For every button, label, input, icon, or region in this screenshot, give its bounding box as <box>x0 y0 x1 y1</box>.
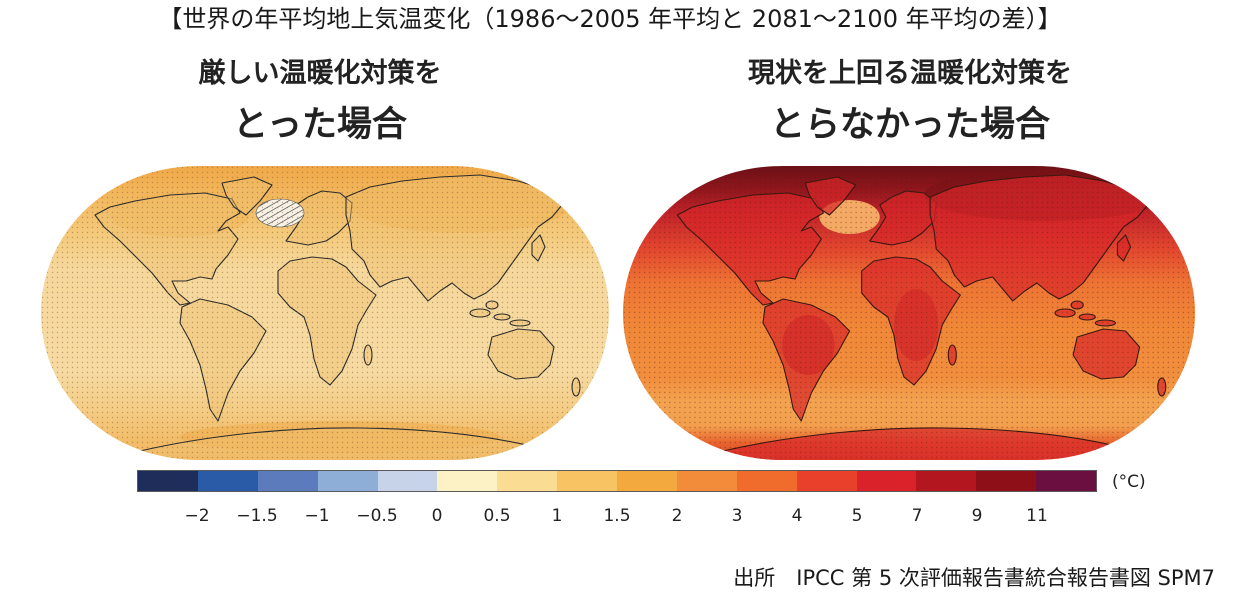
colorbar-ticks: −2 −1.5 −1 −0.5 0 0.5 1 1.5 2 3 4 5 7 9 … <box>137 505 1097 529</box>
colorbar-segment <box>497 471 558 491</box>
colorbar-segment <box>437 471 498 491</box>
source-citation: 出所 IPCC 第 5 次評価報告書統合報告書図 SPM7 <box>733 566 1215 590</box>
left-panel-heading-line2: とった場合 <box>233 105 407 145</box>
colorbar-tick-label: −1 <box>304 506 330 526</box>
colorbar <box>137 470 1097 492</box>
colorbar-segment <box>796 471 857 491</box>
colorbar-tick-label: 4 <box>791 506 803 526</box>
colorbar-tick-label: −1.5 <box>236 506 278 526</box>
colorbar-unit: (°C) <box>1112 472 1146 492</box>
left-panel-heading-line1: 厳しい温暖化対策を <box>198 58 442 89</box>
colorbar-tick-label: 2 <box>671 506 683 526</box>
colorbar-tick-label: 11 <box>1026 506 1048 526</box>
left-panel-heading: 厳しい温暖化対策を とった場合 <box>120 58 520 146</box>
colorbar-tick-label: −2 <box>184 506 210 526</box>
colorbar-segment <box>197 471 258 491</box>
colorbar-tick-label: 1.5 <box>603 506 631 526</box>
colorbar-segment <box>377 471 438 491</box>
right-panel-heading-line1: 現状を上回る温暖化対策を <box>748 58 1072 89</box>
colorbar-tick-label: 0.5 <box>483 506 511 526</box>
colorbar-segment <box>676 471 737 491</box>
colorbar-segment <box>916 471 977 491</box>
colorbar-tick-label: −0.5 <box>356 506 398 526</box>
colorbar-segment <box>317 471 378 491</box>
colorbar-tick-label: 1 <box>551 506 563 526</box>
colorbar-tick-label: 7 <box>911 506 923 526</box>
colorbar-segment <box>257 471 318 491</box>
colorbar-segment <box>138 471 198 491</box>
colorbar-tick-label: 9 <box>971 506 983 526</box>
right-panel-heading: 現状を上回る温暖化対策を とらなかった場合 <box>710 58 1110 146</box>
colorbar-segment <box>856 471 917 491</box>
stippling <box>41 166 609 460</box>
stippling <box>623 166 1195 460</box>
figure-title: 【世界の年平均地上気温変化（1986～2005 年平均と 2081～2100 年… <box>158 5 1062 33</box>
colorbar-segment <box>557 471 617 491</box>
colorbar-segment <box>1036 471 1096 491</box>
map-strict-mitigation <box>41 166 609 460</box>
colorbar-tick-label: 0 <box>431 506 443 526</box>
colorbar-segment <box>617 471 677 491</box>
map-no-mitigation <box>623 166 1195 460</box>
colorbar-segment <box>736 471 797 491</box>
colorbar-tick-label: 5 <box>851 506 863 526</box>
right-panel-heading-line2: とらなかった場合 <box>769 105 1050 145</box>
colorbar-segment <box>976 471 1037 491</box>
colorbar-tick-label: 3 <box>731 506 743 526</box>
